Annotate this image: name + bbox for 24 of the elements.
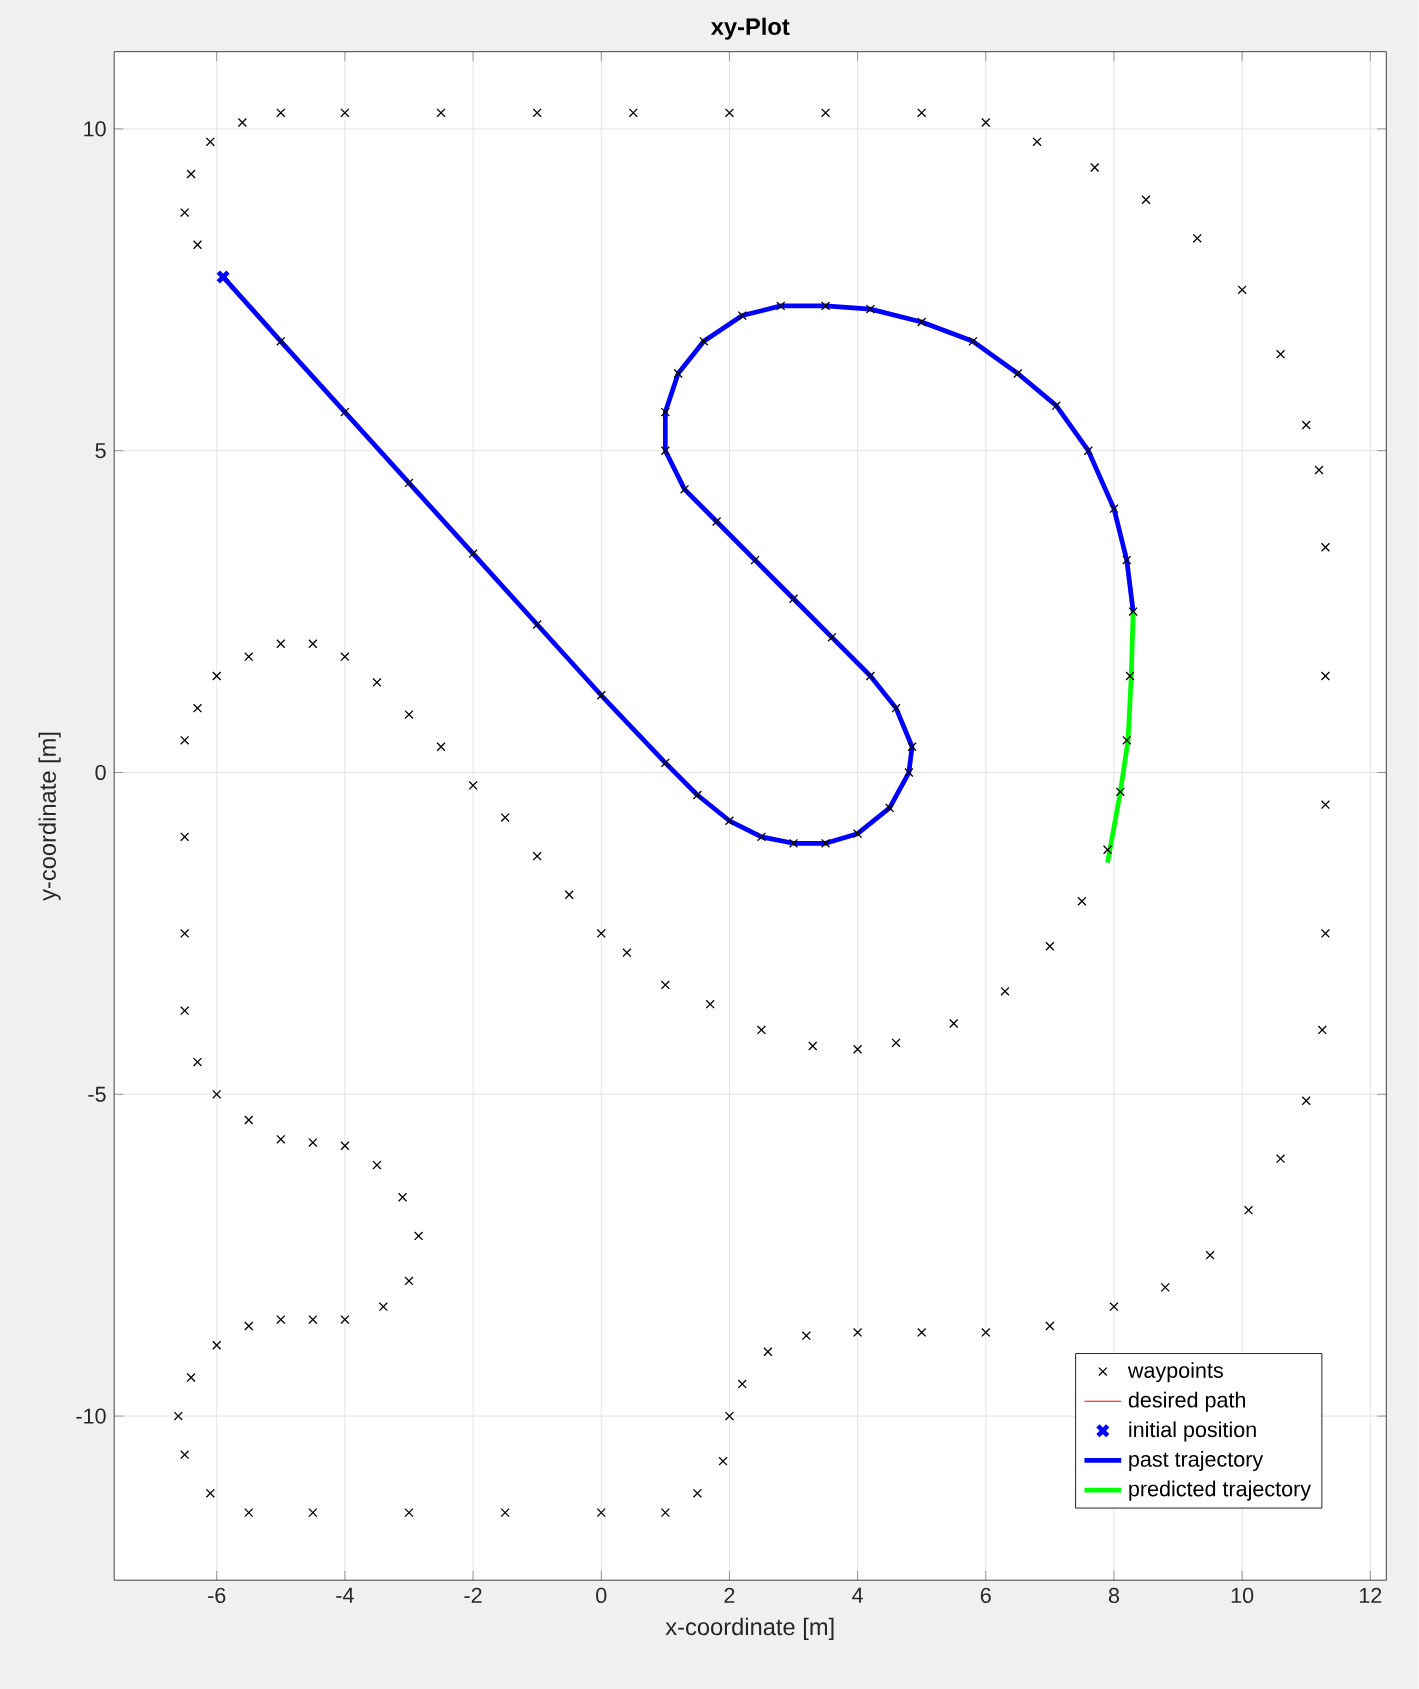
y-axis-title: y-coordinate [m] xyxy=(38,732,61,901)
legend-label: initial position xyxy=(1129,1421,1256,1442)
y-tick-label: 0 xyxy=(95,764,106,781)
chart-title: xy-Plot xyxy=(711,17,790,40)
x-tick-label: -2 xyxy=(464,1587,482,1603)
legend-label: waypoints xyxy=(1128,1362,1224,1383)
legend-label: desired path xyxy=(1129,1391,1246,1412)
x-tick-label: -6 xyxy=(208,1587,226,1604)
y-tick-label: -5 xyxy=(88,1086,106,1102)
x-tick-label: 6 xyxy=(981,1587,992,1604)
x-axis-title: x-coordinate [m] xyxy=(665,1617,834,1640)
x-tick-label: -4 xyxy=(336,1587,355,1603)
x-tick-label: 8 xyxy=(1109,1587,1120,1604)
legend-label: predicted trajectory xyxy=(1129,1480,1312,1501)
y-tick-label: -10 xyxy=(76,1408,106,1424)
line-series xyxy=(1105,609,1136,865)
x-tick-label: 2 xyxy=(724,1587,735,1603)
y-tick-label: 10 xyxy=(84,121,106,137)
x-tick-label: 10 xyxy=(1231,1587,1254,1604)
x-tick-label: 4 xyxy=(852,1587,864,1603)
x-tick-label: 12 xyxy=(1360,1587,1382,1603)
x-tick-label: 0 xyxy=(596,1587,607,1604)
legend-label: past trajectory xyxy=(1129,1450,1264,1472)
y-tick-label: 5 xyxy=(95,443,106,459)
